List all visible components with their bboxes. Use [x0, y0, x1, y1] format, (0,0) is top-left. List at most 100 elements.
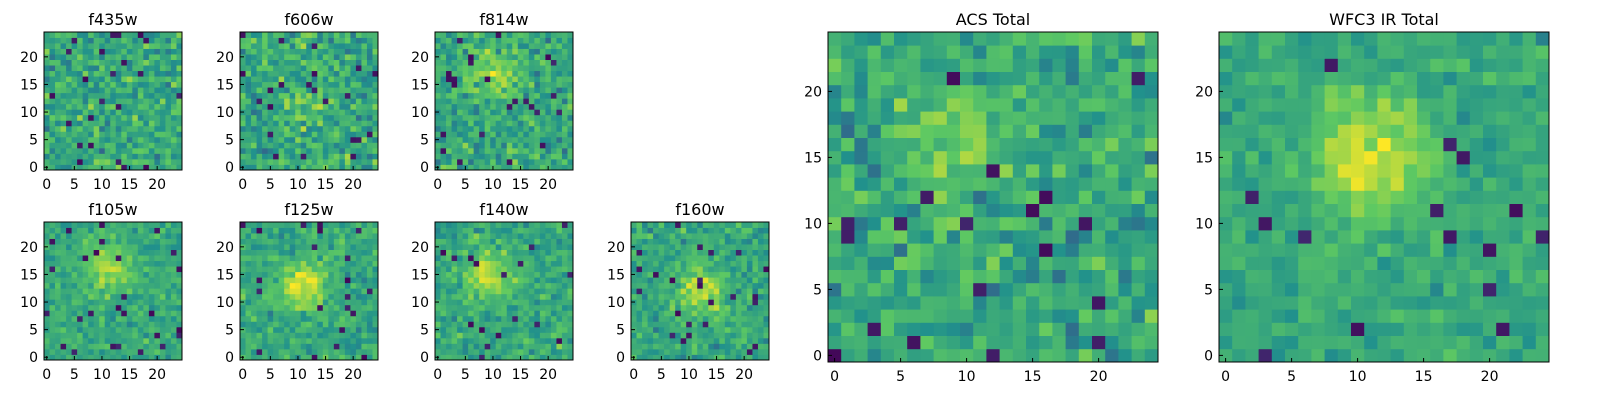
heatmap-cell: [132, 136, 139, 143]
heatmap-cell: [528, 222, 535, 228]
heatmap-cell: [311, 81, 318, 88]
heatmap-cell: [512, 310, 519, 317]
heatmap-cell: [495, 304, 502, 311]
heatmap-cell: [1039, 243, 1053, 257]
heatmap-cell: [322, 222, 329, 228]
heatmap-cell: [501, 304, 508, 311]
heatmap-cell: [148, 238, 155, 245]
heatmap-cell: [110, 271, 117, 278]
heatmap-cell: [556, 131, 563, 138]
heatmap-cell: [99, 244, 106, 250]
heatmap-cell: [143, 32, 150, 38]
heatmap-cell: [946, 137, 961, 152]
heatmap-cell: [457, 136, 463, 143]
heatmap-cell: [333, 304, 340, 311]
heatmap-cell: [322, 304, 329, 311]
heatmap-cell: [724, 332, 731, 339]
heatmap-cell: [636, 227, 643, 234]
heatmap-cell: [523, 266, 530, 273]
heatmap-cell: [501, 238, 508, 245]
heatmap-cell: [115, 304, 122, 311]
heatmap-cell: [328, 227, 335, 234]
heatmap-cell: [457, 255, 463, 262]
heatmap-cell: [115, 142, 122, 149]
heatmap-cell: [440, 103, 447, 110]
heatmap-cell: [539, 288, 546, 295]
heatmap-cell: [501, 147, 508, 154]
heatmap-cell: [691, 304, 698, 311]
heatmap-cell: [132, 43, 139, 49]
heatmap-cell: [479, 43, 486, 49]
heatmap-cell: [289, 147, 296, 154]
heatmap-cell: [60, 81, 67, 88]
heatmap-cell: [132, 310, 139, 317]
heatmap-cell: [110, 59, 117, 66]
heatmap-cell: [132, 164, 139, 171]
heatmap-cell: [88, 271, 95, 278]
heatmap-cell: [647, 348, 654, 355]
heatmap-cell: [457, 70, 463, 77]
heatmap-cell: [741, 227, 748, 234]
heatmap-cell: [484, 153, 491, 160]
heatmap-cell: [82, 337, 89, 344]
heatmap-cell: [702, 266, 709, 273]
heatmap-cell: [1039, 124, 1053, 138]
heatmap-cell: [170, 153, 177, 160]
heatmap-cell: [333, 158, 340, 165]
heatmap-cell: [121, 315, 128, 322]
heatmap-cell: [339, 222, 346, 228]
heatmap-cell: [545, 288, 552, 295]
heatmap-cell: [300, 109, 307, 116]
heatmap-cell: [691, 310, 698, 317]
heatmap-cell: [440, 277, 447, 284]
heatmap-cell: [306, 266, 313, 273]
heatmap-cell: [143, 76, 150, 83]
heatmap-cell: [523, 354, 530, 361]
heatmap-cell: [245, 238, 252, 245]
heatmap-cell: [154, 255, 161, 262]
heatmap-cell: [746, 277, 753, 284]
heatmap-cell: [440, 76, 447, 83]
axes-frame: [630, 221, 770, 361]
heatmap-cell: [457, 37, 463, 44]
heatmap-cell: [115, 131, 122, 138]
heatmap-cell: [328, 260, 335, 267]
heatmap-cell: [468, 43, 475, 49]
panel-title-f606w: f606w: [284, 10, 333, 29]
heatmap-cell: [658, 343, 665, 350]
heatmap-cell: [841, 137, 855, 152]
heatmap-cell: [372, 32, 379, 38]
heatmap-cell: [462, 249, 469, 256]
heatmap-cell: [372, 233, 379, 239]
heatmap-cell: [567, 87, 574, 94]
heatmap-cell: [322, 310, 329, 317]
heatmap-cell: [451, 266, 458, 273]
heatmap-cell: [159, 120, 166, 127]
heatmap-cell: [653, 249, 659, 256]
heatmap-cell: [741, 271, 748, 278]
heatmap-cell: [501, 59, 508, 66]
heatmap-cell: [735, 310, 742, 317]
heatmap-cell: [561, 310, 568, 317]
heatmap-cell: [372, 158, 379, 165]
heatmap-cell: [1131, 296, 1146, 310]
heatmap-cell: [534, 147, 541, 154]
heatmap-cell: [556, 266, 563, 273]
heatmap-cell: [344, 109, 351, 116]
heatmap-cell: [440, 354, 447, 361]
heatmap-cell: [708, 244, 715, 250]
heatmap-cell: [306, 65, 313, 72]
heatmap-cell: [686, 260, 693, 267]
heatmap-cell: [435, 260, 441, 267]
heatmap-cell: [77, 153, 84, 160]
heatmap-cell: [148, 164, 155, 171]
heatmap-cell: [121, 299, 128, 306]
heatmap-cell: [763, 222, 770, 228]
heatmap-cell: [104, 260, 111, 267]
heatmap-cell: [741, 304, 748, 311]
heatmap-cell: [468, 136, 475, 143]
heatmap-cell: [523, 332, 530, 339]
heatmap-cell: [148, 98, 155, 105]
heatmap-cell: [528, 37, 535, 44]
heatmap-cell: [658, 238, 665, 245]
